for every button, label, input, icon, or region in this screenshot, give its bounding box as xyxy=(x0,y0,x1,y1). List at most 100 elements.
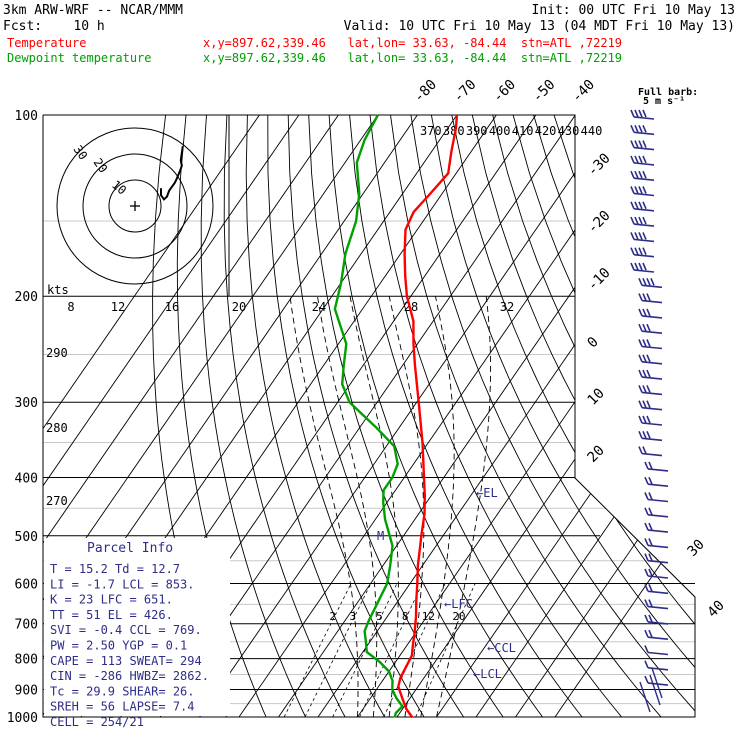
wind-barb-shaft xyxy=(647,621,669,625)
parcel-info-row: SVI = -0.4 CCL = 769. xyxy=(50,623,202,637)
hodograph-ring xyxy=(82,153,188,259)
wind-barb-feather xyxy=(642,216,647,225)
wind-barb-shaft xyxy=(641,284,663,289)
pressure-tick-label: 600 xyxy=(15,577,38,592)
isotherm-label: 0 xyxy=(585,334,602,351)
wind-barb-feather xyxy=(648,476,653,485)
dry-adiabat-line xyxy=(267,115,433,717)
wind-barb-feather xyxy=(638,446,643,454)
parcel-info-title: Parcel Info xyxy=(87,541,173,556)
theta-low-label: 290 xyxy=(46,346,68,360)
wind-barb-feather xyxy=(648,629,653,638)
wind-barb-feather xyxy=(644,507,649,516)
parcel-info-row: T = 15.2 Td = 12.7 xyxy=(50,562,180,576)
pressure-tick-label: 300 xyxy=(15,396,38,411)
wind-barb-shaft xyxy=(647,636,669,640)
wind-barb-feather xyxy=(638,216,643,225)
wind-barb-feather xyxy=(644,476,649,485)
wind-barb-feather xyxy=(646,354,651,363)
legend-temperature-info: x,y=897.62,339.46 lat,lon= 33.63, -84.44… xyxy=(203,36,622,50)
legend-dewpoint-info: x,y=897.62,339.46 lat,lon= 33.63, -84.44… xyxy=(203,51,622,65)
theta-label: 430 xyxy=(558,124,580,138)
isotherm-line xyxy=(43,115,339,717)
wind-barb-shaft xyxy=(641,391,663,396)
hodograph-speed-tick: 12 xyxy=(111,300,125,314)
dewpoint-curve xyxy=(333,114,404,718)
wind-barb-feather xyxy=(648,583,653,592)
pressure-tick-label: 800 xyxy=(15,653,38,668)
wind-barb-feather xyxy=(642,277,647,286)
parcel-info-row: LI = -1.7 LCL = 853. xyxy=(50,577,195,591)
pressure-tick-label: 400 xyxy=(15,471,38,486)
wind-barb-feather xyxy=(646,430,651,439)
wind-barb-shaft xyxy=(641,406,663,411)
wind-barb-feather xyxy=(638,109,643,118)
parcel-info-row: SREH = 56 LAPSE= 7.4 xyxy=(50,700,195,714)
isotherm-line xyxy=(396,115,695,717)
isotherm-label: -70 xyxy=(450,77,479,106)
wind-barb-shaft xyxy=(641,330,663,334)
wind-barb-shaft xyxy=(633,253,655,258)
isotherm-line xyxy=(278,115,695,717)
wind-barb-feather xyxy=(644,614,649,623)
wind-barb-feather xyxy=(648,522,653,531)
level-annotation-m: M xyxy=(377,529,384,543)
pressure-tick-label: 1000 xyxy=(7,711,38,726)
parcel-info-row: K = 23 LFC = 651. xyxy=(50,593,173,607)
wind-barb-shaft xyxy=(641,345,663,350)
theta-label: 410 xyxy=(512,124,534,138)
wind-barb-shaft xyxy=(647,590,669,595)
wind-barb-feather xyxy=(646,293,651,301)
dry-adiabat-line xyxy=(430,115,695,717)
parcel-info-row: PW = 2.50 YGP = 0.1 xyxy=(50,639,187,653)
wind-barb-feather xyxy=(646,369,651,378)
wind-barb-feather xyxy=(642,155,647,164)
wind-barb-shaft xyxy=(647,575,669,579)
wind-barb-feather xyxy=(648,461,653,470)
wind-barb-feather xyxy=(644,645,649,653)
mixing-ratio-label: 3 xyxy=(350,610,357,623)
wind-barb-shaft xyxy=(641,361,663,365)
wind-barb-shaft xyxy=(647,498,669,503)
theta-label: 400 xyxy=(489,124,511,138)
wind-barb-shaft xyxy=(647,514,669,518)
mixing-ratio-line xyxy=(359,583,423,717)
wind-barb-feather xyxy=(648,507,653,516)
wind-barb-feather xyxy=(646,339,651,347)
wind-barb-feather xyxy=(634,216,639,225)
wind-barb-feather xyxy=(650,277,655,286)
wind-barb-feather xyxy=(642,293,647,301)
wind-barb-feather xyxy=(646,323,651,332)
dry-adiabat-line xyxy=(471,115,695,717)
pressure-tick-label: 900 xyxy=(15,683,38,698)
wind-barb-feather xyxy=(638,170,643,179)
wind-barb-feather xyxy=(642,308,647,317)
wind-barb-feather xyxy=(638,339,643,347)
wind-barb-feather xyxy=(648,492,653,500)
dry-adiabat-line xyxy=(390,115,673,717)
wind-barb-shaft xyxy=(649,674,661,706)
moist-adiabat-line xyxy=(289,296,359,717)
dry-adiabat-line xyxy=(349,115,593,717)
dry-adiabat-line xyxy=(223,115,353,717)
mixing-ratio-label: 2 xyxy=(329,610,336,623)
wind-barb-feather xyxy=(634,262,639,271)
wind-barb-shaft xyxy=(647,529,669,533)
theta-label: 380 xyxy=(443,124,465,138)
dry-adiabat-line xyxy=(287,115,473,717)
hodograph-speed-tick: 16 xyxy=(165,300,179,314)
dry-adiabat-line xyxy=(512,115,695,717)
wind-barb-feather xyxy=(634,124,639,133)
wind-barb-feather xyxy=(644,660,649,669)
dry-adiabat-line xyxy=(594,115,695,717)
mixing-ratio-line xyxy=(304,583,372,717)
isotherm-line xyxy=(317,115,695,717)
isotherm-label: 40 xyxy=(705,598,728,621)
parcel-info-row: CIN = -286 HWBZ= 2862. xyxy=(50,669,209,683)
level-annotation-lcl: ←LCL xyxy=(473,667,502,681)
hodograph-speed-unit: kts xyxy=(47,283,69,297)
hodograph-speed-tick: 20 xyxy=(232,300,246,314)
isotherm-line xyxy=(554,115,695,717)
wind-barb-feather xyxy=(642,232,647,240)
